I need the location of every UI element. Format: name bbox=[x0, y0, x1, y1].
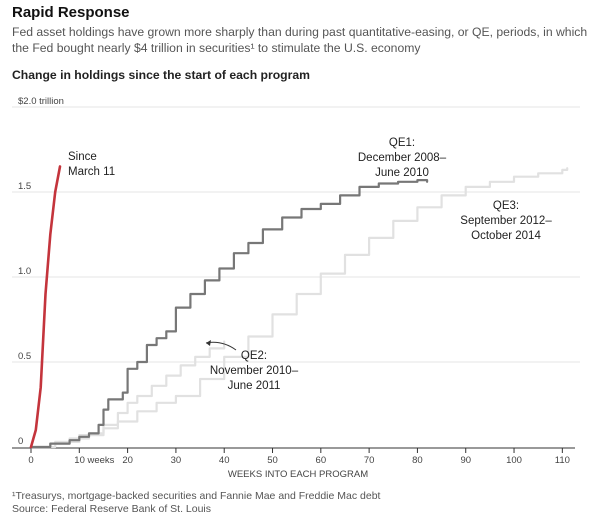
chart-title: Rapid Response bbox=[12, 4, 130, 21]
footnotes: ¹Treasurys, mortgage-backed securities a… bbox=[12, 490, 380, 516]
x-tick-label: 60 bbox=[316, 455, 327, 466]
y-tick-label: 1.5 bbox=[18, 181, 31, 192]
x-tick-label: 90 bbox=[460, 455, 471, 466]
grid-lines bbox=[12, 106, 580, 449]
x-axis-ticks: 0 10 weeks 20 30 40 50 60 70 80 90 100 110 bbox=[28, 448, 570, 466]
series-label-qe3: September 2012– bbox=[460, 215, 552, 227]
series-label-qe2: November 2010– bbox=[210, 365, 299, 377]
series-line-qe3 bbox=[29, 167, 569, 449]
source-note: Source: Federal Reserve Bank of St. Loui… bbox=[12, 503, 212, 515]
series-label-covid: Since bbox=[68, 151, 97, 163]
x-tick-label: 50 bbox=[267, 455, 278, 466]
x-tick-label: 10 weeks bbox=[74, 455, 114, 466]
qe2-arrowhead bbox=[206, 340, 211, 346]
series-label-qe2: QE2: bbox=[241, 350, 267, 362]
series-labels: QE3: September 2012– October 2014 QE2: Novem… bbox=[68, 137, 552, 392]
series-label-qe1: June 2010 bbox=[375, 167, 429, 179]
footnote-definition: ¹Treasurys, mortgage-backed securities a… bbox=[12, 490, 381, 502]
x-tick-label: 40 bbox=[219, 455, 230, 466]
y-tick-label: $2.0 trillion bbox=[18, 96, 64, 107]
series-label-qe3: QE3: bbox=[493, 200, 519, 212]
series-label-qe1: December 2008– bbox=[358, 152, 447, 164]
chart-subtitle: Fed asset holdings have grown more sharp… bbox=[12, 25, 588, 55]
series-label-qe3: October 2014 bbox=[471, 230, 541, 242]
x-tick-label: 100 bbox=[506, 455, 522, 466]
series-label-qe1: QE1: bbox=[389, 137, 415, 149]
y-tick-label: 0.5 bbox=[18, 351, 31, 362]
x-tick-label: 20 bbox=[122, 455, 133, 466]
y-tick-label: 0 bbox=[18, 436, 23, 447]
x-tick-label: 110 bbox=[555, 455, 570, 466]
x-tick-label: 70 bbox=[364, 455, 375, 466]
line-chart: 0 0.5 1.0 1.5 $2.0 trillion 0 10 weeks 20 30 40 5… bbox=[12, 96, 580, 480]
x-tick-label: 30 bbox=[171, 455, 182, 466]
y-tick-label: 1.0 bbox=[18, 266, 31, 277]
y-axis-ticks: 0 0.5 1.0 1.5 $2.0 trillion bbox=[18, 96, 64, 447]
series-label-qe2: June 2011 bbox=[228, 380, 281, 392]
series-lines bbox=[29, 165, 569, 449]
chart-heading: Change in holdings since the start of ea… bbox=[12, 68, 310, 82]
series-line-qe1 bbox=[29, 179, 429, 449]
series-line-qe2 bbox=[29, 340, 226, 449]
x-tick-label: 80 bbox=[412, 455, 423, 466]
series-label-covid: March 11 bbox=[68, 166, 115, 178]
series-line-covid bbox=[29, 165, 62, 449]
x-tick-label: 0 bbox=[28, 455, 33, 466]
x-axis-label: WEEKS INTO EACH PROGRAM bbox=[228, 469, 368, 480]
